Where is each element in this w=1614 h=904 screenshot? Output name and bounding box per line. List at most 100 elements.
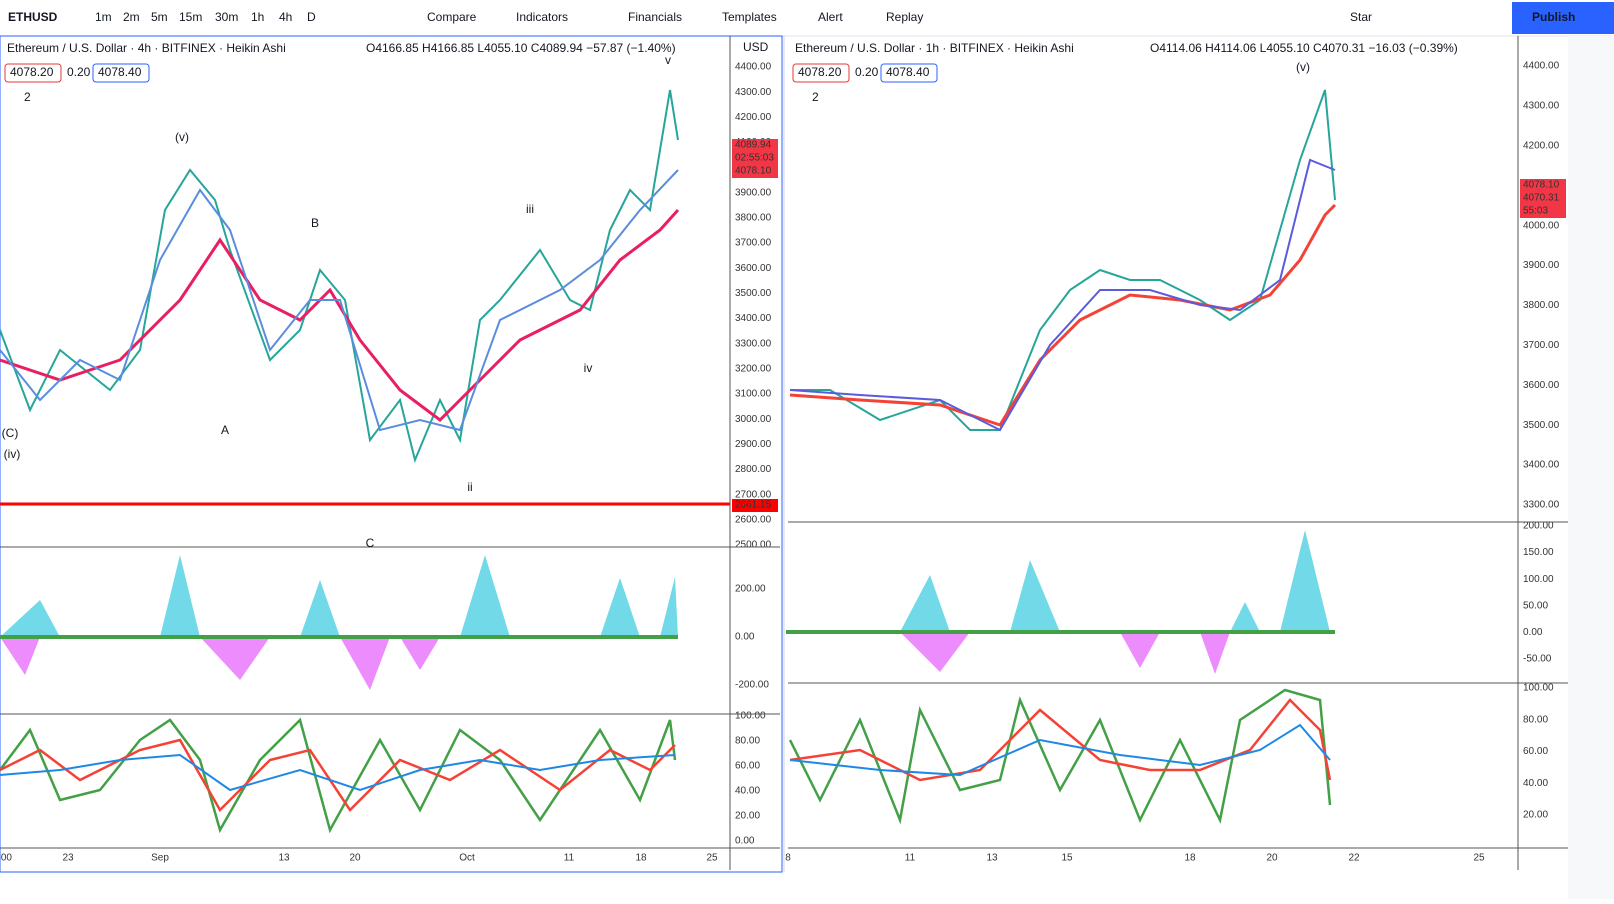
time-label: 25 xyxy=(1473,853,1485,864)
axis-label: 4400.00 xyxy=(735,62,772,73)
price-tag-label: 02:55:03 xyxy=(735,153,774,164)
level-tag xyxy=(732,499,778,512)
price-tag-label: 4078.10 xyxy=(735,166,772,177)
interval[interactable]: 5m xyxy=(151,10,168,24)
bid-box xyxy=(4,63,62,83)
rsi-line xyxy=(0,738,676,813)
time-label: 18 xyxy=(635,853,647,864)
axis-label: 2800.00 xyxy=(735,464,772,475)
axis-label: 3600.00 xyxy=(1523,380,1560,391)
wave-label: v xyxy=(665,53,671,67)
interval[interactable]: D xyxy=(307,10,316,24)
currency: USD xyxy=(743,40,769,54)
rsi-line xyxy=(0,717,677,834)
price-tag-label: 4089.94 xyxy=(735,140,772,151)
collapse[interactable]: 2 xyxy=(812,90,819,104)
ohlc: O4114.06 H4114.06 L4055.10 C4070.31 −16.… xyxy=(1150,41,1458,55)
price-tag xyxy=(732,139,778,152)
interval[interactable]: 2m xyxy=(123,10,140,24)
time-label: 11 xyxy=(905,853,916,864)
axis-label: 2500.00 xyxy=(735,540,772,551)
axis-label: 3400.00 xyxy=(1523,460,1560,471)
axis-label: 200.00 xyxy=(735,584,766,595)
axis-label: 50.00 xyxy=(1523,600,1548,611)
ma-line-fast xyxy=(0,169,679,432)
sidebar xyxy=(1568,36,1614,899)
wave-label: B xyxy=(311,216,319,230)
time-label: 25 xyxy=(706,853,718,864)
price-tag xyxy=(732,165,778,178)
toolbar-button[interactable]: Indicators xyxy=(516,10,568,24)
interval[interactable]: 1m xyxy=(95,10,112,24)
active-pane-border xyxy=(0,35,783,873)
axis-label: 100.00 xyxy=(735,711,766,722)
spread: 0.20 xyxy=(67,65,91,79)
axis-label: 3100.00 xyxy=(735,389,772,400)
axis-label: 0.00 xyxy=(1523,627,1543,638)
toolbar-button[interactable]: Compare xyxy=(427,10,477,24)
wave-label: (v) xyxy=(1296,60,1310,74)
axis-label: 20.00 xyxy=(1523,810,1548,821)
axis-label: 3200.00 xyxy=(735,364,772,375)
axis-label: 4000.00 xyxy=(1523,220,1560,231)
axis-label: 40.00 xyxy=(1523,778,1548,789)
price-tag xyxy=(1520,192,1566,205)
toolbar-button[interactable]: Templates xyxy=(722,10,777,24)
axis-label: 60.00 xyxy=(735,761,760,772)
axis-label: 0.00 xyxy=(735,836,755,847)
publish-button[interactable]: Publish xyxy=(1532,10,1575,24)
time-label: 20 xyxy=(349,853,361,864)
time-label: 13 xyxy=(986,853,998,864)
price-tag-label: 4078.10 xyxy=(1523,180,1560,191)
bid: 4078.20 xyxy=(798,65,842,79)
axis-label: -50.00 xyxy=(1523,654,1552,665)
price-tag xyxy=(1520,179,1566,192)
time-label: 20 xyxy=(1266,853,1278,864)
axis-label: 3000.00 xyxy=(735,414,772,425)
wave-label: iii xyxy=(526,202,534,216)
interval[interactable]: 4h xyxy=(279,10,292,24)
price-tag xyxy=(732,152,778,165)
symbol[interactable]: ETHUSD xyxy=(8,10,58,24)
axis-label: 0.00 xyxy=(735,632,755,643)
axis-label: 40.00 xyxy=(735,786,760,797)
interval[interactable]: 15m xyxy=(179,10,202,24)
axis-label: 100.00 xyxy=(1523,683,1554,694)
axis-label: 4200.00 xyxy=(735,112,772,123)
interval[interactable]: 30m xyxy=(215,10,238,24)
price-tag xyxy=(1520,205,1566,218)
axis-label: 2900.00 xyxy=(735,439,772,450)
price-tag-label: 55:03 xyxy=(1523,206,1548,217)
axis-label: 3500.00 xyxy=(735,288,772,299)
pane-header: Ethereum / U.S. Dollar · 1h · BITFINEX ·… xyxy=(795,41,1074,55)
spread: 0.20 xyxy=(855,65,879,79)
time-label: :00 xyxy=(0,853,12,864)
time-label: Oct xyxy=(459,853,475,864)
star-button[interactable]: Star xyxy=(1350,10,1372,24)
ma-line xyxy=(0,208,680,422)
toolbar-button[interactable]: Alert xyxy=(818,10,843,24)
toolbar-bg xyxy=(0,0,1614,36)
collapse[interactable]: 2 xyxy=(24,90,31,104)
toolbar-button[interactable]: Replay xyxy=(886,10,923,24)
toolbar-button[interactable]: Financials xyxy=(628,10,682,24)
ask: 4078.40 xyxy=(886,65,930,79)
axis-label: 3400.00 xyxy=(735,313,772,324)
ask-box xyxy=(880,63,938,83)
wave-label: ii xyxy=(467,480,472,494)
axis-label: 2700.00 xyxy=(735,489,772,500)
rsi-line xyxy=(0,753,676,792)
axis-label: 3900.00 xyxy=(1523,260,1560,271)
price-tag-label: 4070.31 xyxy=(1523,193,1560,204)
axis-label: 4400.00 xyxy=(1523,61,1560,72)
axis-label: 4300.00 xyxy=(1523,101,1560,112)
ma-line-fast xyxy=(789,158,1336,432)
publish-bg[interactable] xyxy=(1512,2,1614,34)
price-line xyxy=(790,89,1336,431)
axis-label: 3300.00 xyxy=(735,338,772,349)
rsi-line xyxy=(789,723,1331,777)
axis-label: 3700.00 xyxy=(735,238,772,249)
wave-label: iv xyxy=(584,361,593,375)
interval[interactable]: 1h xyxy=(251,10,264,24)
